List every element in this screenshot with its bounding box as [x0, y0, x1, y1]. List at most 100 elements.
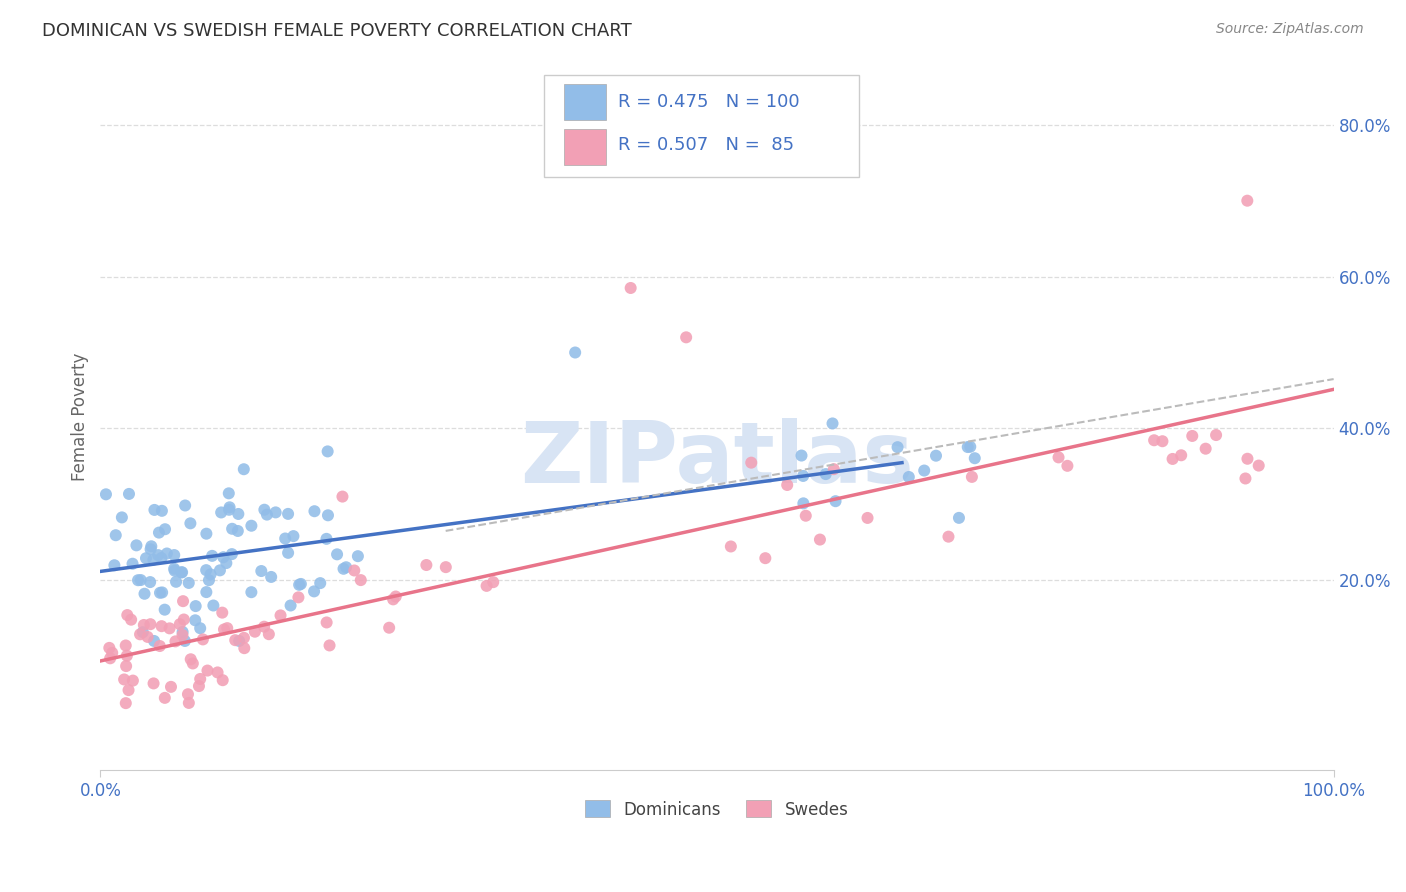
Point: [475, 579, 498, 593]
Point: [191, 632, 214, 647]
Point: [184, 599, 207, 613]
Point: [117, 683, 139, 698]
Point: [1205, 428, 1227, 442]
Point: [142, 676, 165, 690]
Point: [149, 586, 172, 600]
Point: [1170, 448, 1192, 462]
Point: [260, 570, 283, 584]
Point: [114, 696, 136, 710]
Text: R = 0.507   N =  85: R = 0.507 N = 85: [619, 136, 794, 154]
Point: [211, 606, 233, 620]
Point: [139, 575, 162, 590]
Point: [125, 538, 148, 552]
Point: [824, 494, 846, 508]
Point: [1234, 471, 1257, 485]
Point: [956, 440, 979, 454]
Point: [195, 585, 218, 599]
Point: [218, 500, 240, 515]
Point: [814, 467, 837, 482]
Point: [620, 281, 643, 295]
Point: [121, 557, 143, 571]
Point: [195, 526, 218, 541]
Point: [159, 621, 181, 635]
Point: [792, 496, 814, 510]
Point: [163, 548, 186, 562]
FancyBboxPatch shape: [564, 84, 606, 120]
Point: [897, 470, 920, 484]
Point: [315, 615, 337, 630]
Point: [821, 417, 844, 431]
Point: [202, 599, 225, 613]
Point: [1247, 458, 1270, 473]
Point: [129, 627, 152, 641]
Point: [172, 628, 194, 642]
Point: [150, 504, 173, 518]
Point: [143, 634, 166, 648]
Point: [415, 558, 437, 572]
Point: [1056, 458, 1078, 473]
Point: [141, 539, 163, 553]
Point: [233, 631, 256, 645]
Point: [173, 613, 195, 627]
Point: [207, 665, 229, 680]
Point: [1236, 451, 1258, 466]
Point: [318, 639, 340, 653]
Point: [1181, 429, 1204, 443]
Point: [1236, 194, 1258, 208]
Point: [174, 634, 197, 648]
Point: [823, 462, 845, 476]
Point: [959, 440, 981, 454]
Point: [1143, 434, 1166, 448]
Point: [172, 566, 194, 580]
Point: [184, 613, 207, 627]
Point: [925, 449, 948, 463]
Point: [149, 639, 172, 653]
Point: [129, 573, 152, 587]
Point: [233, 641, 256, 656]
Point: [378, 621, 401, 635]
Point: [948, 511, 970, 525]
Point: [181, 657, 204, 671]
Text: Source: ZipAtlas.com: Source: ZipAtlas.com: [1216, 22, 1364, 37]
Point: [280, 599, 302, 613]
Point: [256, 508, 278, 522]
Point: [104, 528, 127, 542]
Point: [332, 562, 354, 576]
Point: [215, 556, 238, 570]
Point: [132, 625, 155, 640]
Point: [163, 564, 186, 578]
Point: [134, 587, 156, 601]
Point: [287, 591, 309, 605]
Point: [309, 576, 332, 591]
Point: [153, 690, 176, 705]
Point: [1161, 452, 1184, 467]
Point: [211, 673, 233, 688]
Point: [112, 673, 135, 687]
Point: [1152, 434, 1174, 449]
Point: [675, 330, 697, 344]
Point: [209, 505, 232, 519]
Point: [179, 516, 201, 531]
Point: [143, 503, 166, 517]
Point: [253, 620, 276, 634]
Point: [200, 567, 222, 582]
Point: [120, 613, 142, 627]
Point: [794, 508, 817, 523]
Point: [127, 573, 149, 587]
Point: [169, 617, 191, 632]
Point: [283, 529, 305, 543]
Point: [290, 577, 312, 591]
Point: [217, 621, 239, 635]
Y-axis label: Female Poverty: Female Poverty: [72, 353, 89, 481]
Point: [114, 639, 136, 653]
Point: [212, 623, 235, 637]
Point: [228, 634, 250, 648]
FancyBboxPatch shape: [544, 75, 859, 177]
Point: [98, 640, 121, 655]
Point: [201, 549, 224, 563]
Point: [257, 627, 280, 641]
Point: [350, 573, 373, 587]
Text: ZIPatlas: ZIPatlas: [520, 417, 914, 501]
Point: [963, 451, 986, 466]
Point: [174, 499, 197, 513]
